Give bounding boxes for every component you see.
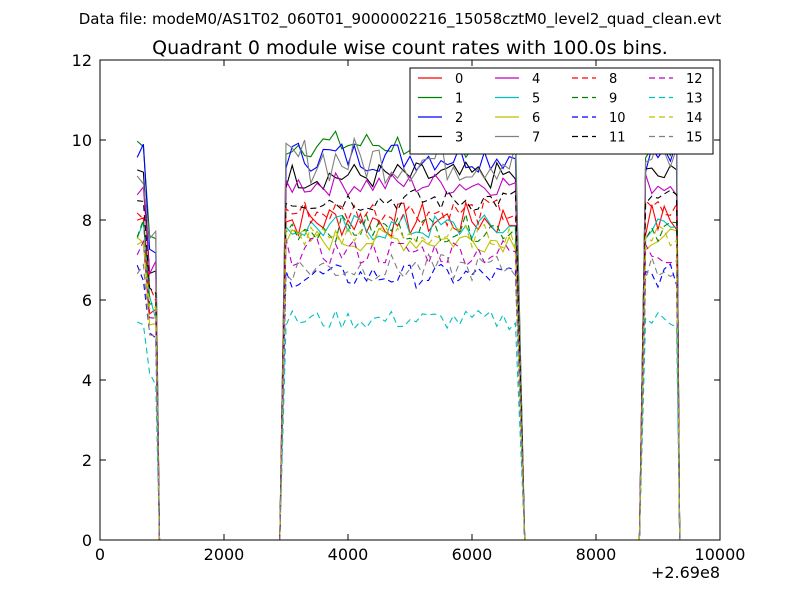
series-line-15 xyxy=(136,252,681,541)
legend-label-9: 9 xyxy=(609,92,617,107)
series-line-5 xyxy=(136,213,681,541)
series-line-0 xyxy=(136,200,681,541)
legend-label-7: 7 xyxy=(532,131,540,146)
legend-label-2: 2 xyxy=(455,111,463,126)
legend-label-0: 0 xyxy=(455,72,463,87)
series-line-9 xyxy=(136,211,681,541)
x-tick-label: 0 xyxy=(95,545,105,564)
legend-label-12: 12 xyxy=(686,72,703,87)
legend-label-1: 1 xyxy=(455,92,463,107)
x-tick-label: 2000 xyxy=(204,545,245,564)
legend-label-14: 14 xyxy=(686,111,703,126)
y-tick-label: 4 xyxy=(82,371,92,390)
legend-label-10: 10 xyxy=(609,111,626,126)
y-tick-label: 6 xyxy=(82,291,92,310)
y-tick-label: 0 xyxy=(82,531,92,550)
legend-label-8: 8 xyxy=(609,72,617,87)
series-lines xyxy=(136,130,681,541)
y-tick-label: 10 xyxy=(72,131,92,150)
legend-label-6: 6 xyxy=(532,111,540,126)
figure-suptitle: Data file: modeM0/AS1T02_060T01_90000022… xyxy=(79,10,722,29)
legend-label-11: 11 xyxy=(609,131,626,146)
chart-title: Quadrant 0 module wise count rates with … xyxy=(152,37,668,59)
y-tick-label: 12 xyxy=(72,51,92,70)
x-axis: 0 2000 4000 6000 8000 10000 xyxy=(95,60,746,564)
y-tick-label: 8 xyxy=(82,211,92,230)
series-line-1 xyxy=(136,130,681,541)
legend-label-5: 5 xyxy=(532,92,540,107)
x-offset-label: +2.69e8 xyxy=(651,563,720,582)
x-tick-label: 6000 xyxy=(452,545,493,564)
series-line-14 xyxy=(136,223,681,541)
legend-label-4: 4 xyxy=(532,72,540,87)
legend-label-13: 13 xyxy=(686,92,703,107)
series-line-11 xyxy=(137,188,681,541)
series-line-6 xyxy=(136,227,681,541)
legend-label-3: 3 xyxy=(455,131,463,146)
series-line-2 xyxy=(136,142,681,541)
series-line-3 xyxy=(137,161,681,541)
series-line-13 xyxy=(136,308,681,541)
x-tick-label: 8000 xyxy=(576,545,617,564)
legend-label-15: 15 xyxy=(686,131,703,146)
x-tick-label: 10000 xyxy=(695,545,746,564)
series-line-10 xyxy=(136,263,681,541)
series-line-7 xyxy=(136,136,681,541)
y-tick-label: 2 xyxy=(82,451,92,470)
legend-box xyxy=(409,67,714,155)
x-tick-label: 4000 xyxy=(328,545,369,564)
series-line-12 xyxy=(136,237,681,541)
